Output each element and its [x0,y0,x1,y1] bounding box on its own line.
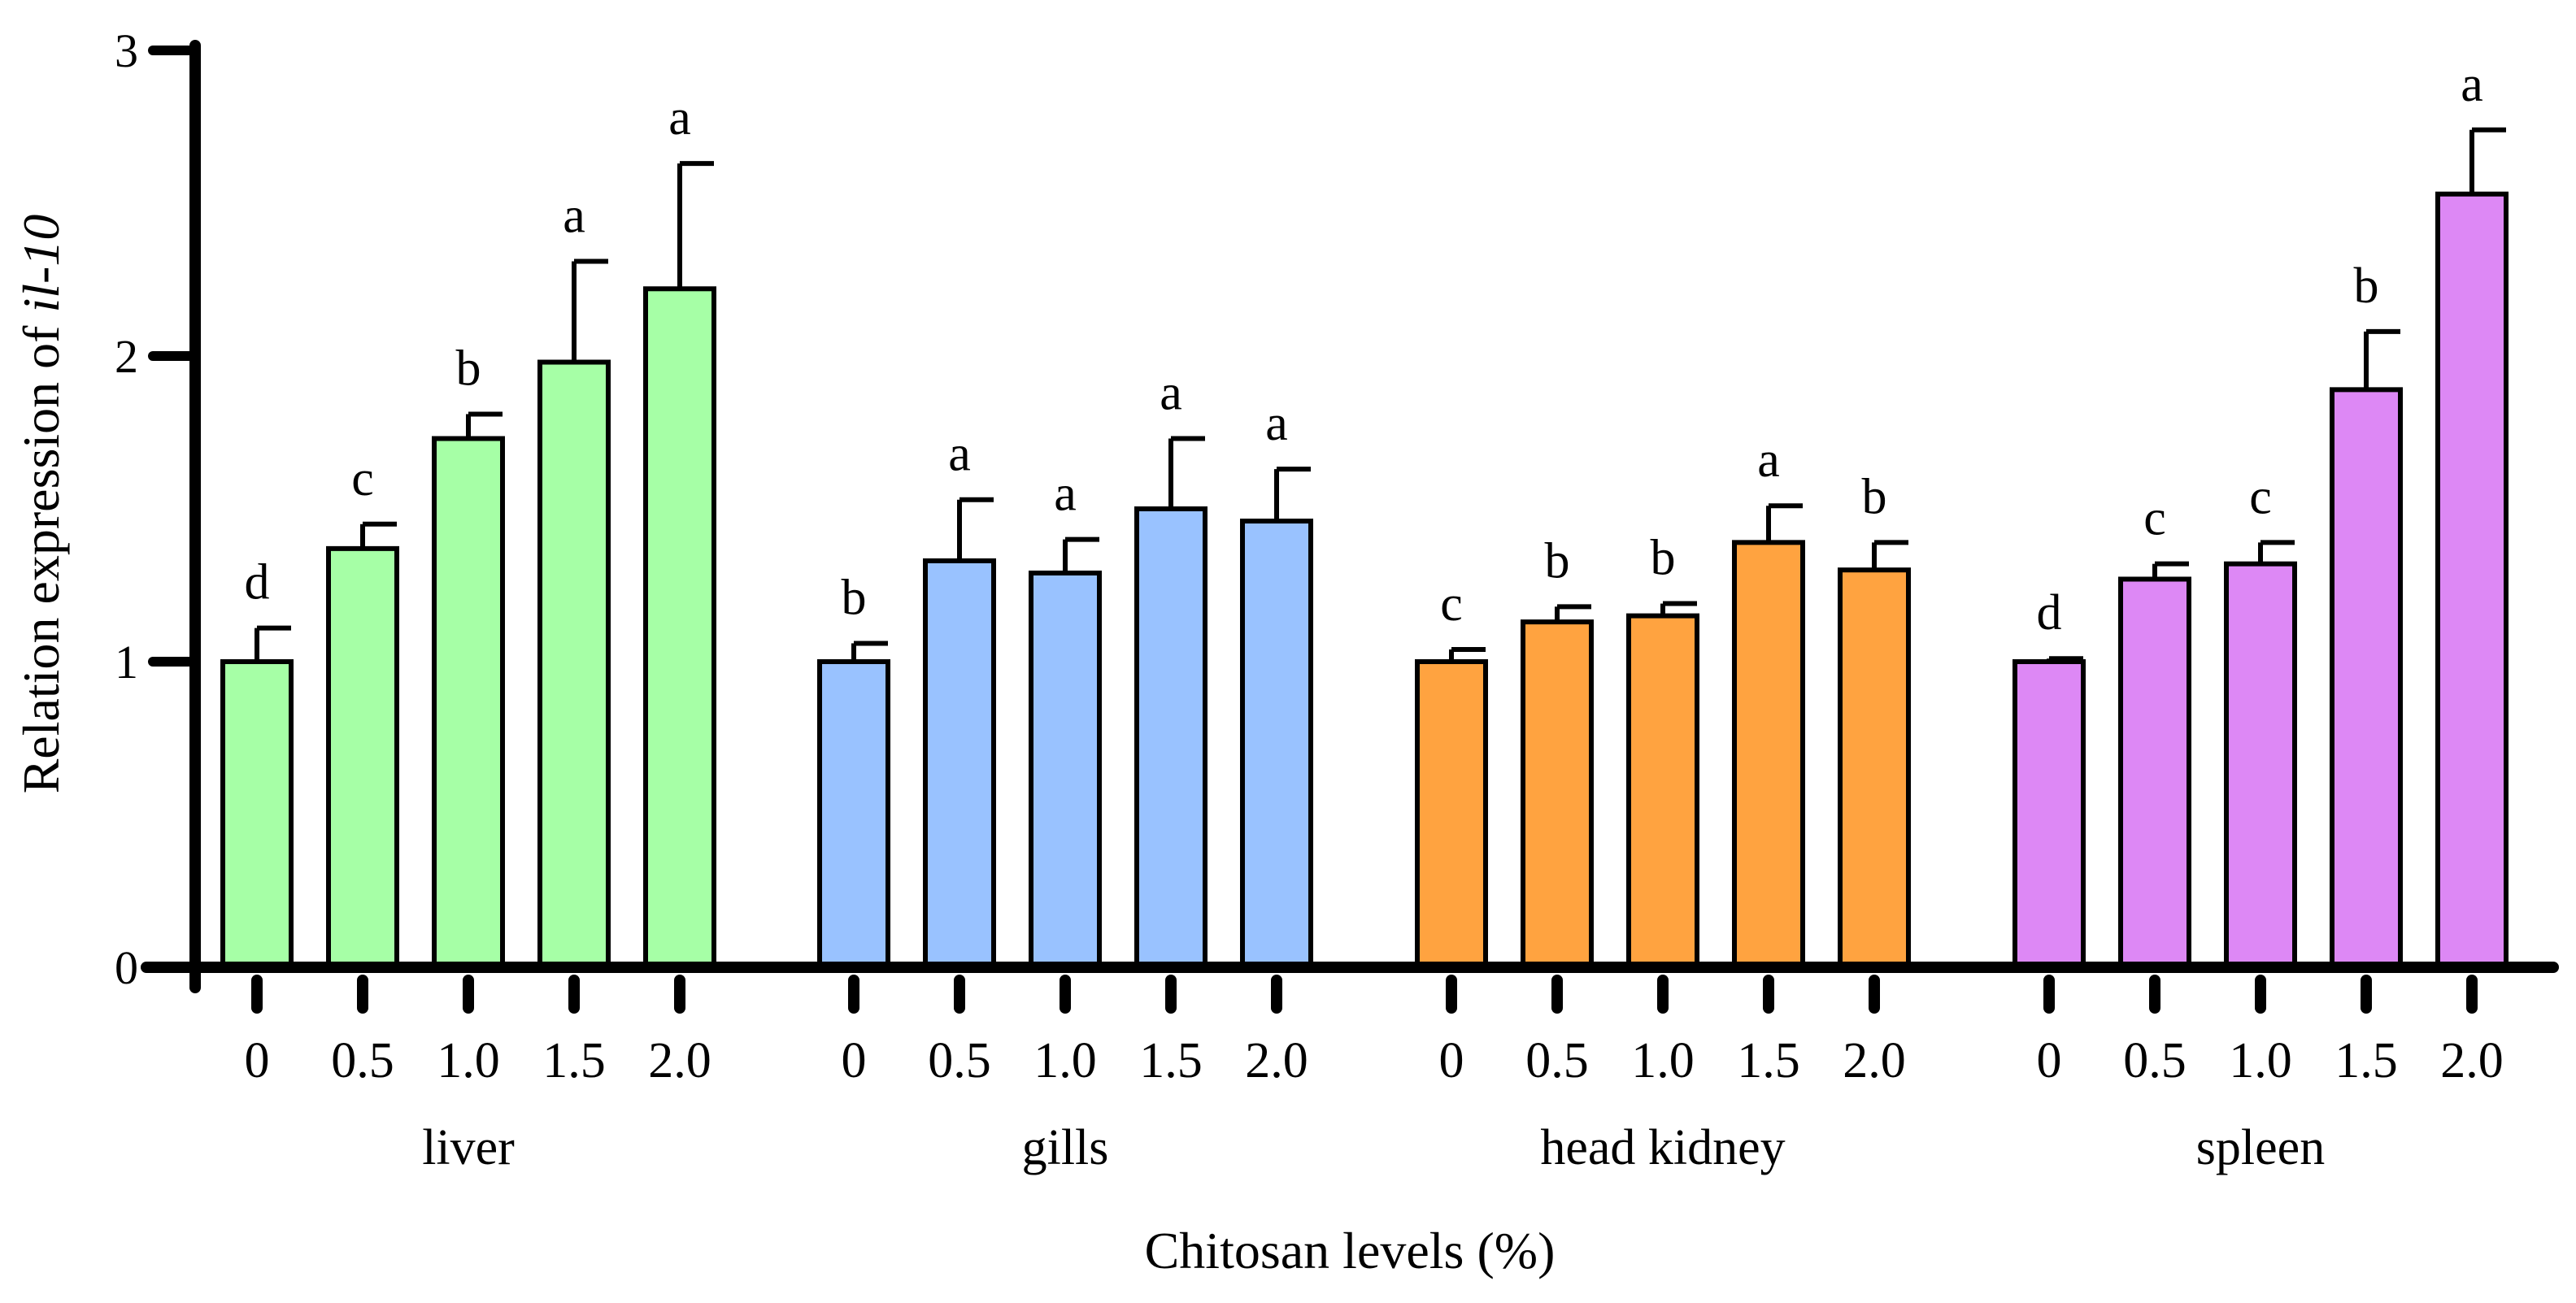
y-axis-label: Relation expression of il-10 [12,215,70,794]
significance-letter: b [842,570,867,625]
bar-head-kidney-0.5 [1521,619,1594,970]
y-tick-label: 3 [115,24,138,77]
bar-spleen-0.5 [2118,576,2191,970]
x-tick-label: 2.0 [2440,1033,2504,1088]
x-tick-label: 1.0 [2229,1033,2292,1088]
significance-letter: a [1054,467,1077,522]
bar-liver-1.0 [432,436,505,970]
bar-gills-2.0 [1240,519,1313,970]
bar-spleen-2.0 [2435,191,2509,971]
significance-letter: d [2037,585,2062,641]
bar-head-kidney-2.0 [1838,567,1911,970]
significance-letter: b [456,341,481,396]
bar-liver-1.5 [537,359,611,970]
bar-gills-0.5 [923,558,996,970]
y-tick-label: 0 [115,941,138,994]
y-tick-label: 2 [115,330,138,383]
bar-spleen-1.5 [2330,387,2403,970]
significance-letter: c [1440,576,1463,632]
x-axis-label: Chitosan levels (%) [1145,1222,1556,1279]
significance-letter: a [563,188,585,243]
bar-liver-0 [220,659,294,970]
bar-gills-1.5 [1134,506,1208,970]
x-tick-label: 1.5 [542,1033,606,1088]
y-axis-label-prefix: Relation expression of [12,313,70,794]
bar-spleen-0 [2012,659,2086,970]
x-tick-label: 0.5 [928,1033,991,1088]
significance-letter: a [668,90,691,146]
x-tick-label: 0 [2037,1033,2062,1088]
y-axis-label-gene: il-10 [12,215,70,313]
y-tick-label: 1 [115,636,138,688]
x-tick-label: 0 [1439,1033,1464,1088]
x-tick-label: 1.5 [1139,1033,1203,1088]
significance-letter: b [1651,531,1676,586]
significance-letter: b [2354,258,2379,314]
x-tick-label: 0.5 [1525,1033,1589,1088]
bar-spleen-1.0 [2224,561,2297,970]
x-tick-label: 1.0 [437,1033,500,1088]
bar-head-kidney-0 [1415,659,1488,970]
x-tick-label: 2.0 [648,1033,711,1088]
significance-letter: a [2461,57,2483,112]
significance-letter: c [2249,469,2272,524]
significance-letter: a [1265,396,1288,451]
x-tick-label: 0.5 [331,1033,394,1088]
bar-head-kidney-1.5 [1732,540,1805,970]
group-label-spleen: spleen [2196,1120,2325,1175]
x-tick-label: 1.5 [2334,1033,2398,1088]
group-label-liver: liver [422,1120,515,1175]
bar-liver-0.5 [326,545,399,970]
bar-gills-1.0 [1029,570,1102,971]
bar-gills-0 [817,659,890,970]
significance-letter: b [1862,469,1887,524]
x-tick-label: 1.0 [1033,1033,1097,1088]
x-tick-label: 0 [245,1033,270,1088]
significance-letter: a [1160,366,1182,421]
x-tick-label: 2.0 [1245,1033,1308,1088]
significance-letter: a [948,427,971,482]
x-tick-label: 1.0 [1631,1033,1695,1088]
x-tick-label: 2.0 [1843,1033,1906,1088]
significance-letter: b [1545,533,1570,589]
significance-letter: c [2143,491,2166,546]
significance-letter: a [1757,432,1780,488]
group-label-gills: gills [1022,1120,1109,1175]
bar-head-kidney-1.0 [1626,613,1699,970]
significance-letter: d [245,555,270,610]
group-label-head-kidney: head kidney [1540,1120,1785,1175]
bar-liver-2.0 [643,286,716,970]
x-tick-label: 0 [842,1033,867,1088]
x-tick-label: 1.5 [1737,1033,1800,1088]
significance-letter: c [351,451,374,506]
x-tick-label: 0.5 [2123,1033,2187,1088]
